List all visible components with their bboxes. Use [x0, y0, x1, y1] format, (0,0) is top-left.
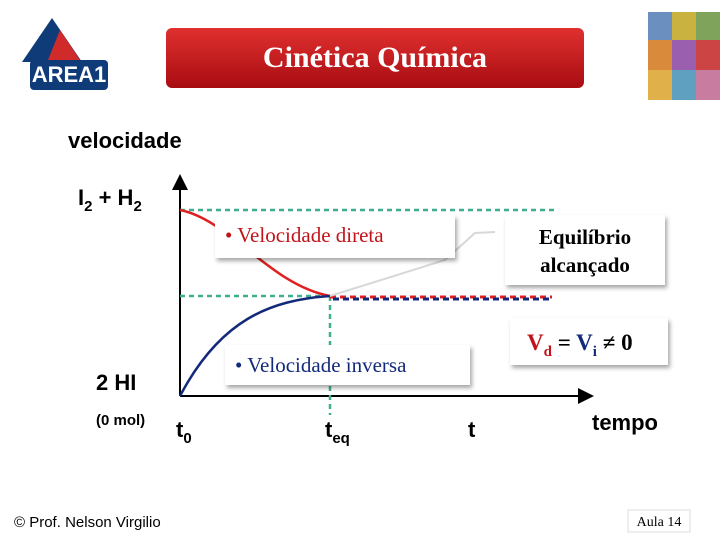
lesson: Aula 14: [637, 515, 682, 530]
label-box: [505, 215, 665, 285]
direct-label: • Velocidade direta: [225, 223, 384, 247]
relation: Vd = Vi ≠ 0: [527, 330, 633, 360]
x-axis-label: tempo: [592, 410, 658, 435]
reactants-label: I2 + H2: [78, 185, 142, 215]
subscript: d: [544, 344, 553, 360]
text: I: [78, 185, 84, 210]
subscript: eq: [332, 430, 350, 447]
text: ≠ 0: [597, 330, 633, 355]
pointer-line: [329, 231, 496, 297]
y-axis-label: velocidade: [68, 128, 182, 153]
logo-text: AREA1: [32, 62, 107, 87]
t0-label: t0: [176, 417, 192, 447]
text: V: [576, 330, 593, 355]
product-label: 2 HI: [96, 370, 136, 395]
inverse-curve: [178, 294, 331, 397]
inverse-label: • Velocidade inversa: [235, 353, 407, 377]
subscript: 2: [84, 198, 92, 215]
text: t: [176, 417, 184, 442]
logo: AREA1: [22, 18, 108, 90]
equilibrium-label: alcançado: [540, 253, 630, 277]
t-label: t: [468, 417, 476, 442]
subscript: 2: [133, 198, 141, 215]
title-box: [166, 28, 584, 88]
label-box: [510, 318, 668, 365]
text: V: [527, 330, 544, 355]
subscript: i: [593, 344, 597, 360]
author: © Prof. Nelson Virgilio: [14, 514, 161, 531]
text: t: [325, 417, 333, 442]
text: =: [552, 330, 576, 355]
product-note: (0 mol): [96, 412, 145, 429]
lesson-box: [627, 509, 691, 533]
text: +: [92, 185, 117, 210]
label-box: [215, 215, 455, 258]
title: Cinética Química: [263, 41, 487, 74]
text: H: [118, 185, 134, 210]
teq-label: teq: [325, 417, 350, 447]
image-collage: [648, 12, 720, 100]
equilibrium-label: Equilíbrio: [539, 225, 631, 249]
label-box: [225, 345, 470, 385]
subscript: 0: [183, 430, 191, 447]
